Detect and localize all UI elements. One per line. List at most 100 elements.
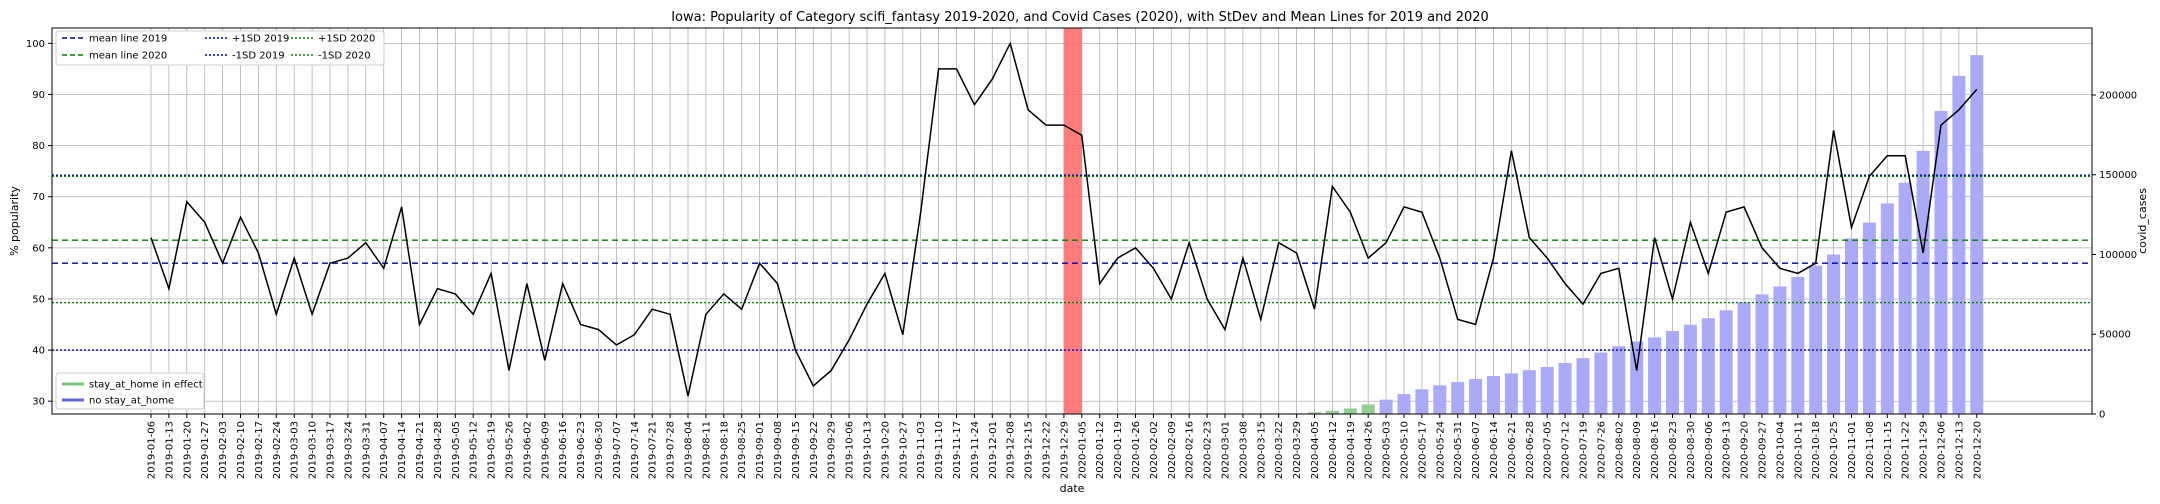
y-tick-right-label: 150000 [2099, 170, 2137, 181]
legend-top-label: +1SD 2019 [232, 34, 289, 45]
x-tick-label: 2019-03-10 [308, 421, 319, 479]
x-tick-label: 2020-03-22 [1274, 421, 1285, 479]
covid-bar [1898, 182, 1912, 414]
x-tick-label: 2020-08-02 [1614, 421, 1625, 479]
covid-bar [1952, 75, 1966, 414]
x-tick-label: 2019-03-03 [290, 421, 301, 479]
x-tick-label: 2019-06-16 [558, 421, 569, 479]
x-tick-label: 2019-12-15 [1024, 421, 1035, 479]
x-tick-label: 2019-01-13 [164, 421, 175, 479]
covid-bar [1880, 203, 1894, 414]
x-tick-label: 2020-02-02 [1149, 421, 1160, 479]
covid-bar [1379, 399, 1393, 414]
x-tick-label: 2019-03-17 [326, 421, 337, 479]
x-tick-label: 2020-08-09 [1632, 421, 1643, 479]
y-tick-right-label: 100000 [2099, 250, 2137, 261]
legend-top-label: mean line 2020 [89, 51, 167, 62]
x-tick-label: 2019-06-09 [540, 421, 551, 479]
x-tick-label: 2019-06-02 [522, 421, 533, 479]
x-tick-label: 2019-05-12 [469, 421, 480, 479]
covid-bar [1540, 366, 1554, 414]
x-tick-label: 2020-11-29 [1919, 421, 1930, 479]
x-tick-label: 2019-08-25 [737, 421, 748, 479]
x-tick-label: 2020-07-05 [1543, 421, 1554, 479]
x-tick-label: 2020-02-16 [1185, 421, 1196, 479]
x-tick-label: 2020-11-08 [1865, 421, 1876, 479]
covid-bar [1701, 318, 1715, 414]
x-tick-label: 2019-03-31 [361, 421, 372, 479]
x-tick-label: 2019-11-24 [970, 421, 981, 479]
x-tick-label: 2019-10-13 [863, 421, 874, 479]
y-axis-right-label: covid_cases [2136, 188, 2149, 254]
covid-bar [1308, 412, 1321, 414]
reference-lines [52, 174, 2092, 351]
x-tick-label: 2020-03-29 [1292, 421, 1303, 479]
x-tick-label: 2019-04-07 [379, 421, 390, 479]
x-tick-label: 2020-01-19 [1113, 421, 1124, 479]
x-tick-label: 2020-01-05 [1077, 421, 1088, 479]
x-tick-label: 2020-01-26 [1131, 421, 1142, 479]
y-axis-left: 30 40 50 60 70 80 90 100 [26, 39, 52, 408]
x-tick-label: 2020-09-27 [1758, 421, 1769, 479]
covid-bar [1666, 331, 1679, 414]
x-tick-label: 2020-11-22 [1901, 421, 1912, 479]
x-tick-label: 2019-07-14 [630, 421, 641, 479]
covid-bar [1755, 294, 1769, 414]
x-tick-label: 2020-08-30 [1686, 421, 1697, 479]
plot-frame [51, 27, 2093, 415]
x-tick-label: 2019-05-05 [451, 421, 462, 479]
y-axis-left-label: % popularity [8, 186, 21, 256]
popularity-line [150, 41, 1978, 397]
covid-bar [1594, 352, 1608, 414]
covid-bar [1451, 382, 1465, 414]
x-tick-label: 2019-11-03 [916, 421, 927, 479]
x-tick-label: 2020-05-24 [1435, 421, 1446, 479]
x-tick-label: 2019-10-06 [845, 421, 856, 479]
x-tick-label: 2020-07-26 [1596, 421, 1607, 479]
x-tick-label: 2020-06-14 [1489, 421, 1500, 479]
x-tick-label: 2020-02-23 [1203, 421, 1214, 479]
covid-bar [1612, 346, 1626, 414]
covid-bar [1773, 286, 1787, 414]
x-tick-label: 2020-12-13 [1954, 421, 1965, 479]
x-tick-label: 2020-12-20 [1972, 421, 1983, 479]
legend-top-label: -1SD 2019 [232, 51, 285, 62]
covid-bar [1845, 238, 1858, 414]
x-tick-label: 2019-09-15 [791, 421, 802, 479]
x-tick-label: 2020-06-28 [1525, 421, 1536, 479]
x-tick-label: 2019-06-23 [576, 421, 587, 479]
y-tick-left-label: 90 [32, 90, 45, 101]
covid-bar [1862, 222, 1876, 414]
covid-bar [1934, 110, 1948, 415]
y-tick-left-label: 30 [32, 397, 45, 408]
covid-bar [1719, 310, 1733, 414]
y-tick-left-label: 40 [32, 346, 45, 357]
x-tick-label: 2019-09-22 [809, 421, 820, 479]
x-tick-label: 2019-08-04 [684, 421, 695, 479]
covid-bar [1397, 394, 1411, 414]
covid-bar [1809, 265, 1823, 414]
x-tick-label: 2019-12-22 [1042, 421, 1053, 479]
x-tick-label: 2019-10-27 [898, 421, 909, 479]
covid-bar [1683, 324, 1697, 414]
legend-bottom-box [55, 372, 205, 410]
covid-bar [1343, 408, 1357, 414]
x-tick-label: 2020-04-19 [1346, 421, 1357, 479]
chart-title: Iowa: Popularity of Category scifi_fanta… [671, 10, 1489, 25]
x-tick-label: 2020-04-26 [1364, 421, 1375, 479]
x-tick-label: 2019-01-06 [147, 421, 158, 479]
x-tick-label: 2020-02-09 [1167, 421, 1178, 479]
x-tick-label: 2019-12-08 [1006, 421, 1017, 479]
x-tick-label: 2019-02-17 [254, 421, 265, 479]
x-tick-label: 2019-10-20 [880, 421, 891, 479]
x-tick-label: 2020-08-23 [1668, 421, 1679, 479]
x-tick-label: 2020-07-19 [1579, 421, 1590, 479]
x-tick-label: 2020-09-13 [1722, 421, 1733, 479]
x-tick-label: 2019-02-10 [236, 421, 247, 479]
x-tick-label: 2020-04-05 [1310, 421, 1321, 479]
x-tick-label: 2020-11-01 [1847, 421, 1858, 479]
covid-bar [1630, 341, 1644, 414]
x-tick-label: 2019-05-19 [487, 421, 498, 479]
x-tick-label: 2019-01-27 [200, 421, 211, 479]
